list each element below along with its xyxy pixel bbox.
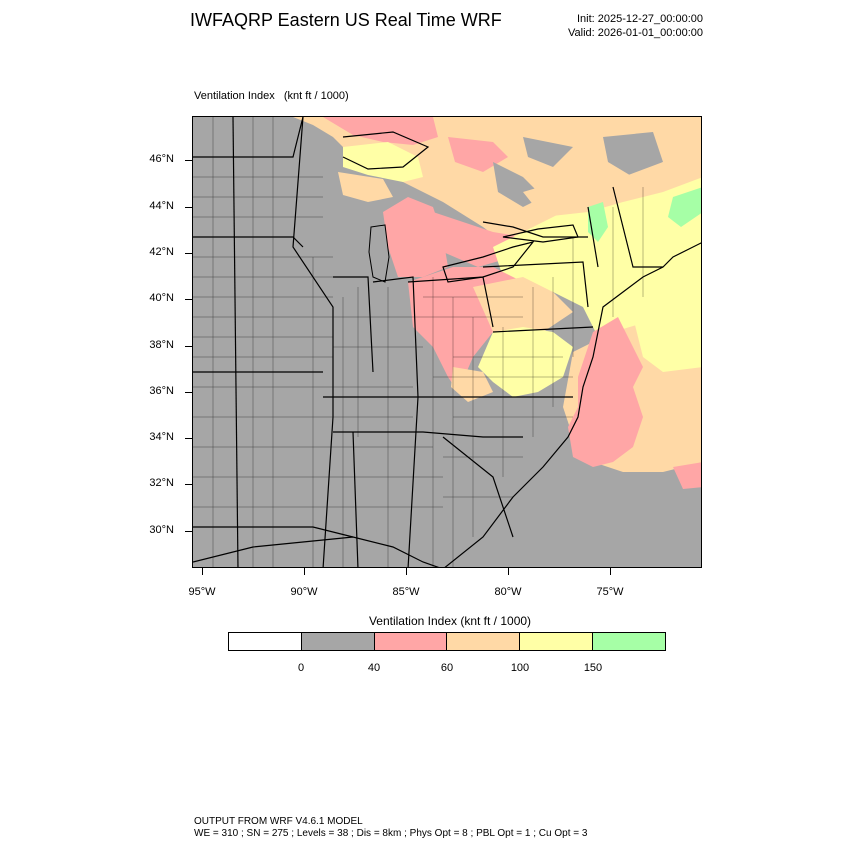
lat-label-32: 32°N [149, 477, 174, 489]
lat-tick [185, 346, 192, 347]
pink-north-patch-2 [448, 137, 508, 172]
yellow-upper-michigan [343, 142, 423, 182]
lat-label-38: 38°N [149, 339, 174, 351]
lon-tick [508, 568, 509, 575]
init-time: Init: 2025-12-27_00:00:00 [577, 13, 703, 25]
county-boundaries [193, 117, 644, 567]
lon-label-85: 85°W [392, 586, 420, 598]
lon-tick [610, 568, 611, 575]
colorbar-cell-gray [301, 633, 375, 650]
footer-config-line: WE = 310 ; SN = 275 ; Levels = 38 ; Dis … [194, 828, 588, 839]
lon-label-75: 75°W [596, 586, 624, 598]
lat-label-30: 30°N [149, 524, 174, 536]
lat-tick [185, 484, 192, 485]
gray-canada-patch-3 [523, 137, 573, 167]
peach-west-virginia [451, 367, 493, 402]
yellow-virginia [478, 327, 573, 397]
lat-label-34: 34°N [149, 431, 174, 443]
lon-tick [304, 568, 305, 575]
green-patch-vermont [588, 202, 608, 242]
lat-label-42: 42°N [149, 246, 174, 258]
colorbar-cell-peach [447, 633, 521, 650]
lon-label-95: 95°W [188, 586, 216, 598]
lat-tick [185, 299, 192, 300]
lake-michigan [368, 224, 390, 283]
gray-canada-patch [603, 132, 663, 177]
peach-new-england [523, 157, 701, 217]
colorbar-cell-white [229, 633, 302, 650]
green-patch-maine [668, 187, 701, 227]
map-panel [192, 116, 702, 568]
colorbar [228, 632, 666, 651]
map-field-title: Ventilation Index (knt ft / 1000) [194, 90, 349, 102]
lat-label-36: 36°N [149, 385, 174, 397]
colorbar-cell-yellow [520, 633, 594, 650]
colorbar-cell-pink [374, 633, 448, 650]
peach-pennsylvania [473, 277, 573, 342]
lat-tick [185, 207, 192, 208]
pink-atlantic [568, 317, 643, 467]
lat-label-40: 40°N [149, 292, 174, 304]
main-title: IWFAQRP Eastern US Real Time WRF [190, 10, 502, 30]
colorbar-label-40: 40 [367, 662, 381, 674]
colorbar-label-0: 0 [297, 662, 305, 674]
pink-north-patch [323, 117, 438, 145]
colorbar-label-100: 100 [510, 662, 530, 674]
peach-lake-region [338, 172, 393, 202]
coastlines [193, 131, 701, 567]
footer-model-line: OUTPUT FROM WRF V4.6.1 MODEL [194, 816, 363, 827]
colorbar-cell-green [593, 633, 665, 650]
colorbar-label-150: 150 [583, 662, 603, 674]
pink-atlantic-2 [673, 462, 701, 489]
lon-label-90: 90°W [290, 586, 318, 598]
lon-label-80: 80°W [494, 586, 522, 598]
lon-tick [406, 568, 407, 575]
lat-label-44: 44°N [149, 200, 174, 212]
lon-tick [202, 568, 203, 575]
yellow-offshore [623, 237, 701, 372]
lat-tick [185, 438, 192, 439]
colorbar-title: Ventilation Index (knt ft / 1000) [368, 614, 532, 628]
lat-tick [185, 160, 192, 161]
colorbar-label-60: 60 [440, 662, 454, 674]
lat-tick [185, 253, 192, 254]
ventilation-index-map [193, 117, 701, 567]
lat-label-46: 46°N [149, 153, 174, 165]
pink-michigan [383, 197, 448, 277]
lat-tick [185, 531, 192, 532]
lat-tick [185, 392, 192, 393]
valid-time: Valid: 2026-01-01_00:00:00 [568, 27, 703, 39]
